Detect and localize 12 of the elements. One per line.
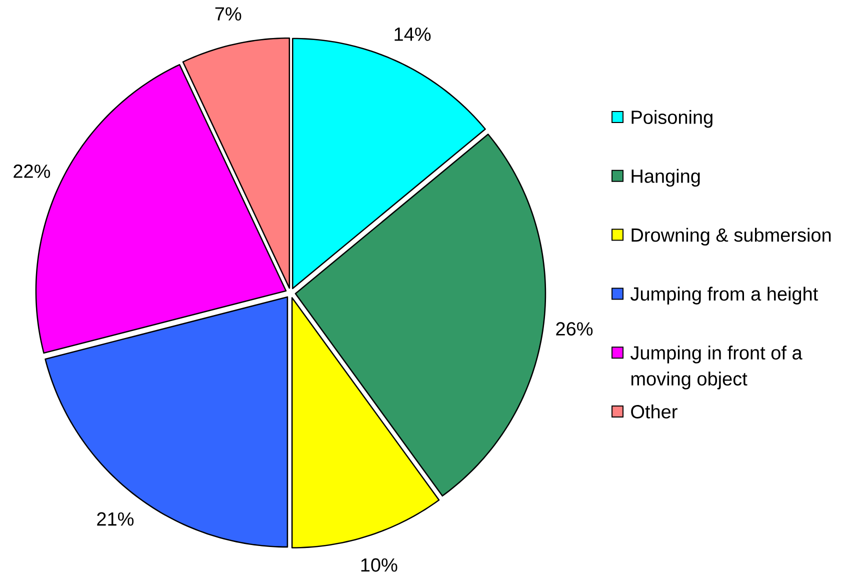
legend-label: Jumping from a height — [630, 286, 818, 304]
legend-label: Jumping in front of a moving object — [630, 346, 802, 390]
legend-label: Poisoning — [632, 110, 712, 128]
legend-label: Drowning & submersion — [632, 228, 831, 246]
data-label: 21% — [97, 512, 134, 526]
data-label: 10% — [361, 558, 398, 572]
data-label: 22% — [14, 164, 50, 178]
legend-label: Other — [631, 404, 678, 418]
data-label: 7% — [215, 7, 242, 21]
legend-label: Hanging — [632, 168, 700, 187]
data-label: 26% — [556, 322, 593, 336]
data-label: 14% — [394, 28, 431, 41]
